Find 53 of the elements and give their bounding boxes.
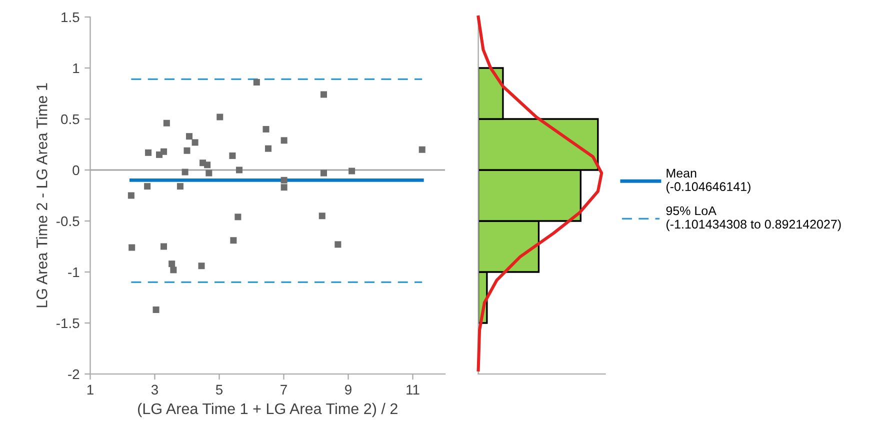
x-axis-title: (LG Area Time 1 + LG Area Time 2) / 2 [138,402,398,418]
point [348,168,356,174]
point [198,262,205,270]
x-tick-label: 1 [87,384,94,394]
point [262,126,270,132]
point [318,212,326,220]
x-tick-label: 5 [216,384,223,395]
point [230,237,237,244]
x-tick-label: 11 [406,384,420,394]
point [170,266,177,274]
point [186,133,192,140]
point [253,79,260,86]
x-tick-label: 3 [151,384,158,395]
legend-label: Mean (-0.104646141) [666,168,750,194]
point [128,244,136,251]
point [145,149,152,156]
y-tick-label: -1.5 [56,318,80,328]
point [234,214,242,220]
y-tick-label: 1 [73,63,80,74]
y-tick-label: -0.5 [56,216,80,226]
point [320,91,327,98]
point [320,170,327,176]
point [204,162,211,168]
point [206,170,212,176]
y-tick-label: -2 [68,369,80,380]
point [192,139,198,146]
point [418,146,426,153]
point [229,152,236,159]
point [176,183,184,190]
y-tick-label: 0 [72,165,80,176]
point [160,148,168,155]
y-tick-label: 1.5 [62,12,80,22]
point [182,168,188,176]
point [168,260,176,268]
x-tick-label: 9 [345,384,352,395]
point [128,192,134,199]
legend-label: 95% LoA (-1.101434308 to 0.892142027) [666,206,841,232]
point [280,137,288,144]
point [334,241,342,248]
point [236,166,242,174]
y-tick-label: -1 [68,267,80,278]
point [144,183,151,190]
point [160,243,168,250]
point [184,147,190,154]
point [152,306,160,313]
point [163,120,170,126]
point [265,145,272,152]
point [216,114,224,120]
y-axis-title: LG Area Time 2 - LG Area Time 1 [36,83,48,308]
point [280,176,288,184]
y-tick-label: 0.5 [61,114,80,124]
x-tick-label: 7 [280,384,287,394]
point [280,184,288,191]
